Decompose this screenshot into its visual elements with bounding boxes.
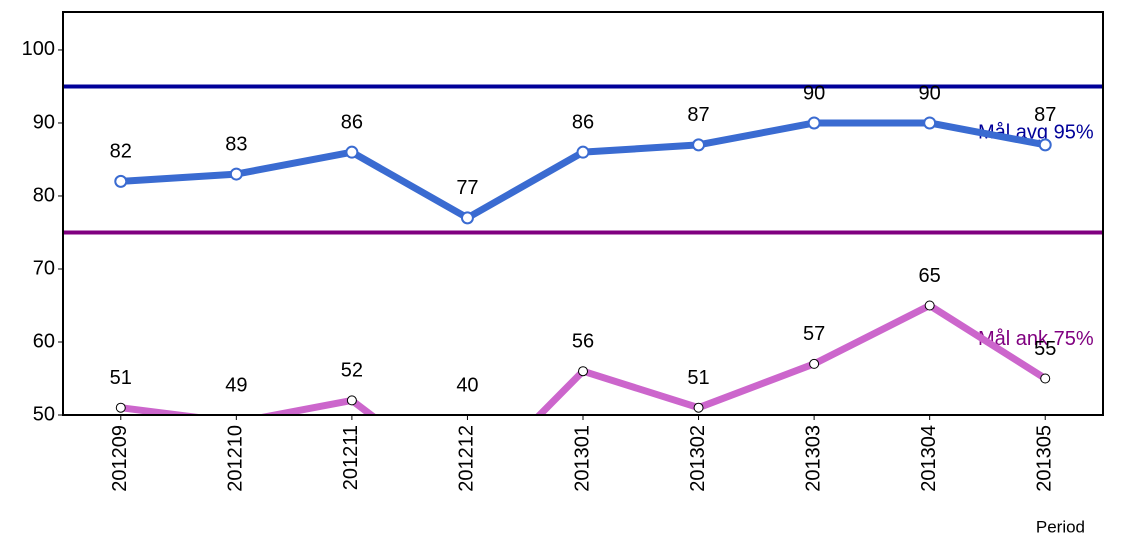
data-label: 51 — [687, 367, 709, 389]
series-line — [120, 119, 1046, 222]
point — [923, 116, 937, 130]
y-tick-label: 100 — [22, 38, 55, 60]
data-label: 86 — [341, 111, 363, 133]
x-tick-label: 201209 — [109, 425, 131, 492]
y-tick-label: 50 — [33, 403, 55, 425]
plot-area: Mål avg 95%Mål ank 75% — [63, 84, 1103, 415]
point — [346, 395, 357, 406]
data-label: 83 — [225, 133, 247, 155]
point — [460, 211, 474, 225]
data-label: 57 — [803, 323, 825, 345]
point — [924, 300, 935, 311]
data-label: 49 — [225, 374, 247, 396]
x-tick-label: 201212 — [456, 425, 478, 492]
data-label: 52 — [341, 360, 363, 382]
x-tick-label: 201305 — [1034, 425, 1056, 492]
data-label: 56 — [572, 330, 594, 352]
y-tick-label: 90 — [33, 111, 55, 133]
point — [1038, 138, 1052, 152]
data-label: 40 — [456, 374, 478, 396]
point — [693, 402, 704, 413]
point — [115, 402, 126, 413]
data-label: 55 — [1034, 338, 1056, 360]
data-label: 86 — [572, 111, 594, 133]
data-label: 65 — [919, 265, 941, 287]
data-label: 82 — [110, 141, 132, 163]
point — [578, 366, 588, 377]
plot-border — [62, 11, 1104, 416]
point — [576, 145, 590, 159]
point — [809, 358, 820, 369]
x-axis-label: Period — [1036, 517, 1085, 536]
data-label: 77 — [456, 177, 478, 199]
data-label: 87 — [687, 104, 709, 126]
x-tick-label: 201211 — [340, 425, 362, 490]
y-tick-label: 70 — [33, 257, 55, 279]
point — [345, 145, 359, 159]
y-tick-label: 80 — [33, 184, 55, 206]
reference-label: Mål ank 75% — [978, 328, 1094, 350]
point — [807, 116, 821, 130]
y-tick-label: 60 — [33, 330, 55, 352]
point — [1040, 373, 1051, 384]
point — [229, 167, 243, 181]
x-tick-label: 201304 — [918, 425, 940, 492]
x-tick-label: 201303 — [802, 425, 824, 492]
x-tick-label: 201301 — [571, 425, 593, 492]
x-tick-label: 201210 — [225, 425, 247, 492]
data-label: 90 — [919, 82, 941, 104]
point — [114, 174, 128, 188]
x-tick-label: 201302 — [687, 425, 709, 492]
data-label: 90 — [803, 82, 825, 104]
point — [692, 138, 706, 152]
data-label: 87 — [1034, 104, 1056, 126]
data-label: 51 — [110, 367, 132, 389]
